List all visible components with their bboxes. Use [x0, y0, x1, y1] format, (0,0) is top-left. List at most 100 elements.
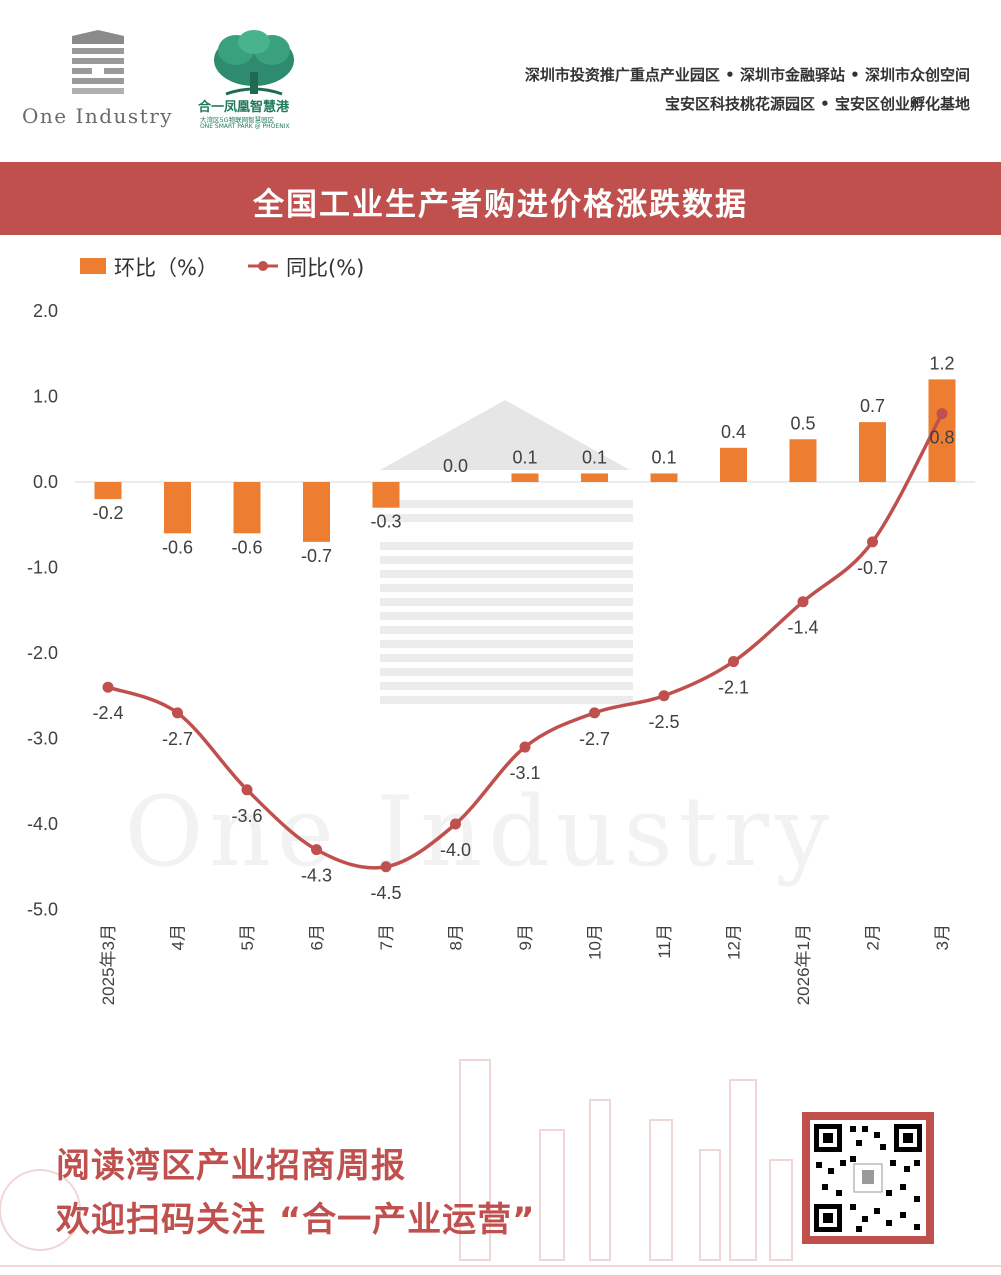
bar [94, 482, 122, 500]
yoy-point [797, 596, 809, 608]
bar [859, 422, 886, 482]
bar [581, 473, 608, 482]
header: One Industry 合一凤凰智慧港 大湾区5G物联网智慧园区 ONE SM… [0, 0, 1001, 160]
yoy-data-label: -2.7 [162, 729, 193, 749]
watermark: One Industry [125, 400, 836, 888]
bar [164, 482, 191, 534]
city-skyline-icon [0, 1059, 1001, 1267]
yoy-point [936, 408, 948, 420]
x-tick-label: 11月 [655, 924, 674, 959]
yoy-data-label: -3.6 [231, 806, 262, 826]
bar [372, 482, 400, 508]
watermark-bar [380, 626, 633, 634]
yoy-point [311, 844, 322, 856]
x-tick-label: 12月 [725, 924, 744, 960]
bar-data-label: -0.2 [92, 503, 123, 523]
watermark-bar [380, 668, 633, 676]
bar-data-label: -0.6 [162, 537, 193, 557]
header-line-2: 宝安区科技桃花源园区 • 宝安区创业孵化基地 [664, 95, 970, 113]
yoy-point [450, 818, 461, 830]
phoenix-logo-english: ONE SMART PARK @ PHOENIX [200, 123, 290, 130]
bar-data-label: -0.3 [370, 512, 401, 532]
bar-data-label: 0.1 [651, 447, 676, 467]
yoy-data-label: -4.3 [301, 866, 332, 886]
bar-data-label: 0.4 [721, 422, 746, 442]
bar [233, 482, 261, 534]
watermark-bar [380, 570, 633, 578]
watermark-bar [380, 640, 633, 648]
bar-data-label: 0.7 [860, 396, 885, 416]
phoenix-tree-logo-icon [214, 30, 294, 96]
y-tick-label: 2.0 [33, 301, 58, 321]
footer: 阅读湾区产业招商周报 欢迎扫码关注 “合一产业运营” [0, 1040, 1001, 1275]
y-tick-label: -4.0 [27, 814, 58, 834]
x-tick-label: 6月 [308, 924, 327, 950]
bar [789, 439, 817, 482]
yoy-data-label: -4.0 [440, 840, 471, 860]
line-series: -2.4 -2.7 -3.6 -4.3 -4.5 -4.0 -3.1 -2.7 -2.5 -2.1… [92, 408, 955, 903]
yoy-point [102, 681, 114, 693]
y-tick-label: 1.0 [33, 387, 58, 407]
watermark-bar [380, 612, 633, 620]
yoy-point [728, 656, 739, 668]
page-title: 全国工业生产者购进价格涨跌数据 [253, 187, 748, 223]
yoy-data-label: -1.4 [787, 618, 818, 638]
x-tick-label: 9月 [516, 924, 535, 950]
x-tick-label: 5月 [238, 924, 257, 950]
yoy-point [241, 784, 253, 796]
header-line-1: 深圳市投资推广重点产业园区 • 深圳市金融驿站 • 深圳市众创空间 [524, 66, 970, 84]
yoy-point [867, 536, 878, 548]
one-industry-logo-icon [72, 30, 124, 94]
watermark-bar [380, 514, 633, 522]
watermark-bar [380, 542, 633, 550]
watermark-bar [380, 584, 633, 592]
bar-data-label: 1.2 [929, 353, 954, 373]
watermark-bar [380, 654, 633, 662]
y-tick-label: -2.0 [27, 643, 58, 663]
watermark-bar [380, 556, 633, 564]
x-tick-label: 4月 [169, 924, 188, 950]
yoy-data-label: -2.5 [648, 712, 679, 732]
yoy-data-label: -4.5 [370, 883, 401, 903]
yoy-data-label: 0.8 [929, 428, 954, 448]
yoy-data-label: -2.1 [718, 678, 749, 698]
yoy-point [658, 690, 670, 702]
yoy-data-label: -2.4 [92, 703, 123, 723]
bar-data-label: 0.0 [443, 456, 468, 476]
bar [511, 473, 539, 482]
bar-data-label: 0.5 [790, 413, 815, 433]
y-tick-label: -5.0 [27, 900, 58, 920]
yoy-point [519, 741, 531, 753]
title-banner: 全国工业生产者购进价格涨跌数据 [0, 162, 1001, 235]
watermark-bar [380, 682, 633, 690]
x-axis: 2025年3月 4月 5月 6月 7月 8月 9月 10月 11月 12月 2026年1月 2月 3月 [99, 924, 952, 1005]
bar [720, 447, 747, 482]
footer-line-2: 欢迎扫码关注 “合一产业运营” [56, 1200, 536, 1240]
one-industry-logo-text: One Industry [22, 104, 174, 128]
legend-line-label: 同比(%) [286, 256, 365, 280]
legend-bar-swatch [80, 258, 106, 274]
bar [303, 482, 330, 542]
ppi-chart: One Industry 2.0 1.0 0.0 -1.0 -2.0 -3.0 -4.0 -5… [27, 301, 975, 1005]
yoy-data-label: -3.1 [509, 763, 540, 783]
x-tick-label: 2026年1月 [794, 924, 813, 1005]
phoenix-logo-name: 合一凤凰智慧港 [198, 100, 290, 115]
watermark-bar [380, 696, 633, 704]
y-tick-label: 0.0 [33, 472, 58, 492]
y-tick-label: -3.0 [27, 729, 58, 749]
phoenix-logo-subtitle: 大湾区5G物联网智慧园区 [200, 116, 275, 124]
yoy-point [172, 707, 183, 719]
watermark-bar [380, 500, 633, 508]
footer-line-1: 阅读湾区产业招商周报 [56, 1146, 406, 1186]
bar-series: -0.2 -0.6 -0.6 -0.7 -0.3 0.0 0.1 0.1 0.1 0.4 0.5 0.… [92, 353, 956, 566]
bar-data-label: 0.1 [582, 447, 607, 467]
bar-data-label: 0.1 [512, 447, 537, 467]
yoy-point [380, 861, 392, 873]
wechat-qr-code-icon[interactable] [802, 1112, 934, 1244]
watermark-text: One Industry [125, 776, 836, 888]
y-tick-label: -1.0 [27, 558, 58, 578]
x-tick-label: 10月 [586, 924, 605, 960]
bar-data-label: -0.7 [301, 546, 332, 566]
yoy-point [589, 707, 600, 719]
watermark-bar [380, 598, 633, 606]
